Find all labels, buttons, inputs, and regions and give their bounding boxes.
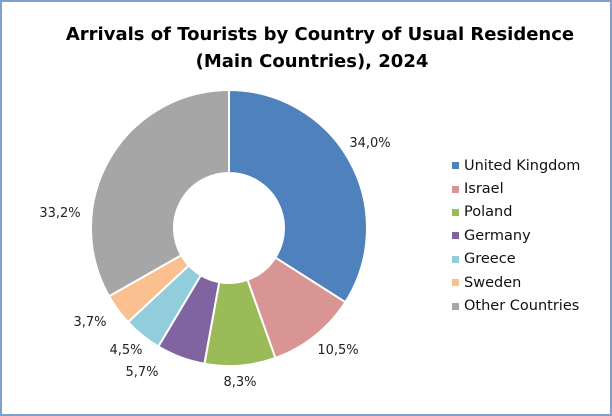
legend-label: Poland bbox=[464, 204, 513, 221]
data-label: 33,2% bbox=[39, 206, 80, 221]
legend-label: United Kingdom bbox=[464, 157, 581, 174]
legend-label: Other Countries bbox=[464, 298, 580, 315]
legend-label: Germany bbox=[464, 227, 531, 244]
legend-swatch bbox=[452, 302, 459, 310]
legend-label: Israel bbox=[464, 181, 504, 198]
legend-swatch bbox=[452, 232, 459, 240]
data-label: 8,3% bbox=[223, 375, 256, 390]
data-label: 34,0% bbox=[349, 136, 390, 151]
legend-swatch bbox=[452, 208, 459, 216]
legend-label: Sweden bbox=[464, 274, 522, 291]
legend-item: Poland bbox=[452, 201, 580, 224]
chart-title-line1: Arrivals of Tourists by Country of Usual… bbox=[65, 24, 575, 45]
legend-swatch bbox=[452, 185, 459, 193]
legend-swatch bbox=[452, 162, 459, 170]
data-label: 10,5% bbox=[317, 343, 358, 358]
legend-item: Greece bbox=[452, 248, 580, 271]
legend: United Kingdom Israel Poland Germany Greece S… bbox=[452, 154, 580, 318]
data-label: 3,7% bbox=[73, 315, 106, 330]
chart-title-line2: (Main Countries), 2024 bbox=[195, 51, 429, 72]
legend-item: Israel bbox=[452, 177, 580, 200]
legend-swatch bbox=[452, 255, 459, 263]
data-label: 4,5% bbox=[109, 343, 142, 358]
donut-slice-united-kingdom bbox=[228, 88, 368, 304]
data-label: 5,7% bbox=[125, 365, 158, 380]
donut-slice-other-countries bbox=[90, 88, 230, 298]
legend-item: Other Countries bbox=[452, 294, 580, 317]
legend-item: United Kingdom bbox=[452, 154, 580, 177]
legend-label: Greece bbox=[464, 251, 516, 268]
legend-item: Sweden bbox=[452, 271, 580, 294]
legend-item: Germany bbox=[452, 224, 580, 247]
legend-swatch bbox=[452, 279, 459, 287]
